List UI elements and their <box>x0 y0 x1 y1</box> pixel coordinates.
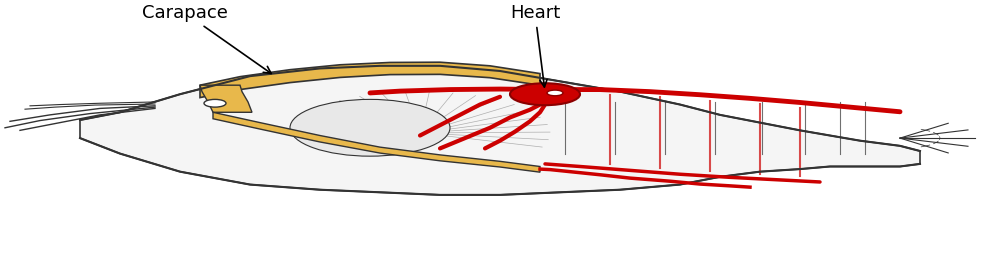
Text: Heart: Heart <box>510 4 560 87</box>
Ellipse shape <box>510 83 580 105</box>
Polygon shape <box>80 66 920 195</box>
Polygon shape <box>213 112 540 172</box>
Polygon shape <box>200 62 540 97</box>
Ellipse shape <box>204 99 226 107</box>
Text: Carapace: Carapace <box>142 4 271 73</box>
Ellipse shape <box>547 90 563 96</box>
Polygon shape <box>200 85 252 112</box>
Ellipse shape <box>290 99 450 156</box>
